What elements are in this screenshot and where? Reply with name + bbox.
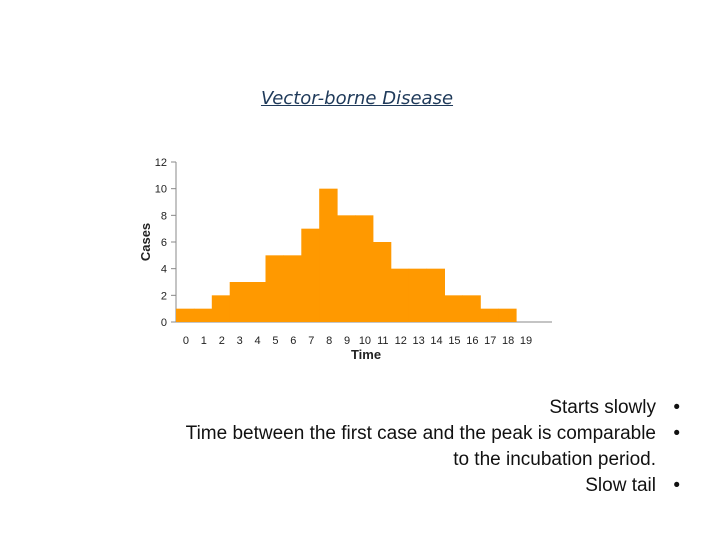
- y-tick-label: 0: [161, 317, 167, 329]
- x-tick-label: 14: [430, 335, 442, 347]
- x-tick-label: 8: [326, 335, 332, 347]
- y-tick-label: 12: [155, 157, 167, 169]
- bar: [301, 228, 320, 322]
- x-tick-label: 17: [484, 335, 496, 347]
- bar: [193, 308, 213, 322]
- x-tick-label: 1: [201, 335, 207, 347]
- y-tick-label: 4: [161, 264, 167, 276]
- bar: [176, 308, 195, 322]
- bar: [355, 215, 374, 322]
- bar: [390, 268, 410, 322]
- bullet-item: Slow tail •: [40, 473, 680, 499]
- x-tick-label: 15: [448, 335, 460, 347]
- x-tick-label: 19: [520, 335, 532, 347]
- x-tick-label: 18: [502, 335, 514, 347]
- x-tick-label: 11: [377, 335, 388, 347]
- y-tick-label: 10: [155, 184, 167, 196]
- y-axis-title: Cases: [138, 223, 153, 261]
- y-tick-label: 6: [161, 237, 167, 249]
- x-tick-label: 6: [290, 335, 296, 347]
- x-tick-label: 5: [272, 335, 278, 347]
- x-tick-label: 9: [344, 335, 350, 347]
- bar: [444, 295, 463, 322]
- bar: [372, 242, 392, 322]
- bullet-item: Time between the first case and the peak…: [40, 421, 680, 473]
- bar: [283, 255, 302, 322]
- bar: [480, 308, 499, 322]
- bar: [319, 188, 338, 322]
- x-tick-label: 13: [413, 335, 425, 347]
- x-tick-label: 2: [219, 335, 225, 347]
- x-tick-label: 10: [359, 335, 371, 347]
- x-tick-label: 7: [308, 335, 314, 347]
- bar: [337, 215, 356, 322]
- x-tick-label: 4: [254, 335, 260, 347]
- bar: [498, 308, 517, 322]
- bullet-text: Slow tail: [585, 475, 656, 496]
- bar: [408, 268, 428, 322]
- x-tick-label: 16: [466, 335, 478, 347]
- y-tick-label: 2: [161, 290, 167, 302]
- bar: [247, 282, 266, 322]
- x-axis-title: Time: [351, 347, 381, 362]
- x-tick-label: 12: [395, 335, 407, 347]
- bar: [426, 268, 445, 322]
- bullet-marker: •: [673, 475, 680, 496]
- bullet-marker: •: [673, 423, 680, 444]
- bullet-text: Starts slowly: [549, 397, 656, 418]
- bar: [229, 282, 249, 322]
- bar: [211, 295, 231, 322]
- slide-title: Vector-borne Disease: [260, 88, 454, 109]
- y-tick-label: 8: [161, 210, 167, 222]
- bullet-marker: •: [673, 397, 680, 418]
- x-tick-label: 0: [183, 335, 189, 347]
- x-tick-label: 3: [237, 335, 243, 347]
- bullet-text: Time between the first case and the peak…: [185, 423, 656, 470]
- bar: [462, 295, 481, 322]
- bar: [265, 255, 284, 322]
- bullet-item: Starts slowly •: [40, 395, 680, 421]
- bullet-list: Starts slowly • Time between the first c…: [40, 395, 680, 499]
